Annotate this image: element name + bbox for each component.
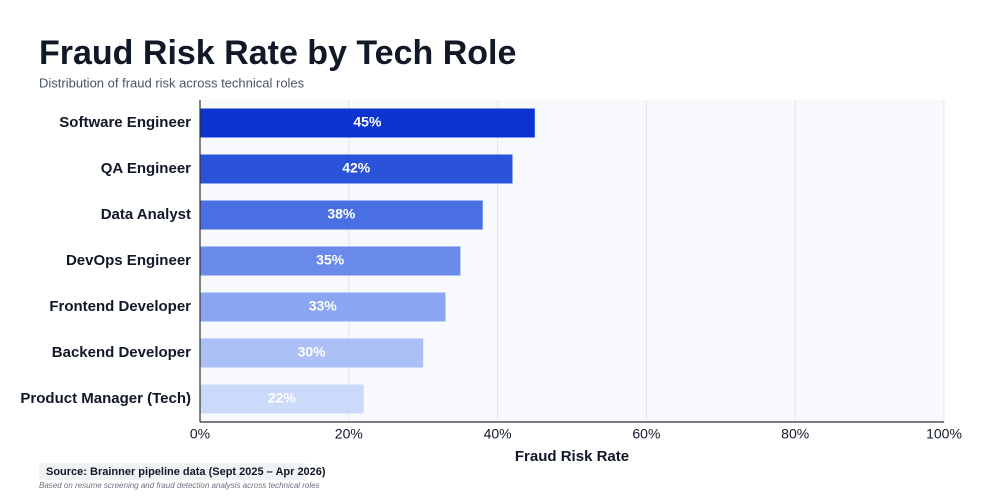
value-label: 33% <box>309 298 338 314</box>
y-tick-label: Frontend Developer <box>49 298 191 315</box>
value-label: 30% <box>298 344 327 360</box>
note: Based on resume screening and fraud dete… <box>39 481 320 490</box>
value-label: 22% <box>268 390 297 406</box>
bars: 45% 42% 38% 35% 33% 30% 22% <box>200 108 535 414</box>
bar <box>200 338 424 368</box>
x-tick-label: 100% <box>926 426 962 442</box>
value-label: 35% <box>316 252 345 268</box>
value-label: 42% <box>342 160 371 176</box>
x-tick-label: 60% <box>632 426 660 442</box>
y-tick-label: Data Analyst <box>101 206 191 223</box>
x-axis-title: Fraud Risk Rate <box>515 448 629 465</box>
y-tick-label: Backend Developer <box>52 344 191 361</box>
y-tick-label: Software Engineer <box>59 114 191 131</box>
x-tick-label: 80% <box>781 426 809 442</box>
bar <box>200 154 513 184</box>
bar <box>200 246 461 276</box>
source: Source: Brainner pipeline data (Sept 202… <box>46 466 326 478</box>
value-label: 38% <box>327 206 356 222</box>
value-label: 45% <box>353 114 382 130</box>
bar <box>200 200 483 230</box>
x-tick-label: 40% <box>484 426 512 442</box>
bar <box>200 292 446 322</box>
y-tick-label: DevOps Engineer <box>66 252 191 269</box>
bar <box>200 108 535 138</box>
bar <box>200 384 364 414</box>
y-tick-label: QA Engineer <box>101 160 191 177</box>
y-tick-label: Product Manager (Tech) <box>20 390 191 407</box>
source-box <box>39 463 307 480</box>
x-tick-label: 0% <box>190 426 210 442</box>
chart-title: Fraud Risk Rate by Tech Role <box>39 34 516 72</box>
chart-subtitle: Distribution of fraud risk across techni… <box>39 75 305 90</box>
x-tick-label: 20% <box>335 426 363 442</box>
